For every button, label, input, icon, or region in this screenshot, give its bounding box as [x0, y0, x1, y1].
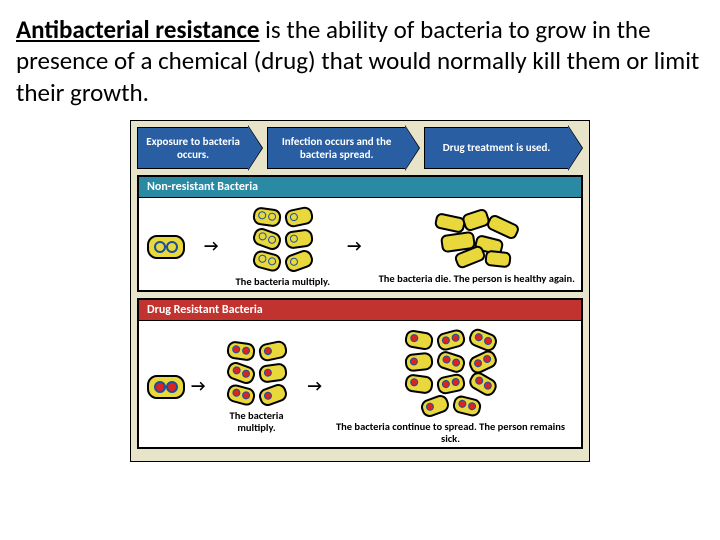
phase-arrow: Drug treatment is used. [424, 127, 569, 169]
panel-body: → The bacteria multiply. → The bacteria … [139, 198, 581, 290]
stage-caption: The bacteria continue to spread. The per… [326, 421, 575, 445]
bacterium-icon [224, 360, 256, 386]
panel: Non-resistant Bacteria → The bacteria mu… [137, 175, 583, 292]
phase-arrow-row: Exposure to bacteria occurs. Infection oc… [137, 127, 583, 169]
stage-single [145, 233, 187, 261]
definition-text: Antibacterial resistance is the ability … [16, 14, 704, 108]
stage-caption: The bacteria multiply. [209, 410, 303, 434]
definition-term: Antibacterial resistance [16, 14, 260, 45]
bacterium-icon [418, 393, 450, 419]
bacterium-icon [283, 248, 315, 274]
arrow-right-icon: → [347, 237, 361, 256]
bacterium-icon [404, 351, 434, 372]
panel-body: → The bacteria multiply. → The bacteria … [139, 321, 581, 447]
bacterium-icon [434, 349, 466, 375]
stage-caption: The bacteria die. The person is healthy … [379, 273, 575, 285]
arrow-right-icon: → [204, 237, 218, 256]
bacterium-icon [403, 329, 434, 352]
panel: Drug Resistant Bacteria → The bacteria m… [137, 298, 583, 449]
bacterium-icon [283, 205, 314, 228]
bacterium-icon [147, 375, 185, 399]
bacterium-icon [257, 339, 288, 362]
bacterium-icon [225, 382, 257, 407]
dead-bacteria-fragment [433, 212, 466, 234]
stage-multiply: The bacteria multiply. [209, 340, 303, 434]
bacterium-icon [225, 340, 255, 362]
resistance-figure: Exposure to bacteria occurs. Infection oc… [130, 120, 590, 462]
bacterium-icon [466, 326, 499, 353]
bacterium-icon [435, 372, 466, 395]
bacterium-icon [257, 362, 287, 384]
bacterium-icon [251, 248, 283, 273]
arrow-right-icon: → [191, 377, 205, 396]
bacterium-icon [435, 327, 467, 352]
stage-multiply: The bacteria multiply. [235, 206, 330, 288]
stage-single [145, 373, 187, 401]
stage-die: The bacteria die. The person is healthy … [379, 209, 575, 285]
dead-bacteria-fragment [484, 249, 512, 268]
stage-spread: The bacteria continue to spread. The per… [326, 329, 575, 445]
phase-arrow: Exposure to bacteria occurs. [137, 127, 249, 169]
dead-bacteria-fragment [461, 207, 491, 232]
bacterium-icon [466, 369, 499, 399]
figure-wrap: Exposure to bacteria occurs. Infection oc… [16, 120, 704, 462]
bacterium-icon [403, 373, 433, 395]
stage-caption: The bacteria multiply. [235, 276, 330, 288]
arrow-right-icon: → [308, 377, 322, 396]
phase-arrow: Infection occurs and the bacteria spread… [267, 127, 406, 169]
bacterium-icon [251, 226, 283, 252]
panel-title: Drug Resistant Bacteria [139, 300, 581, 321]
bacterium-icon [256, 382, 288, 408]
bacterium-icon [466, 348, 499, 376]
bacterium-icon [284, 228, 314, 250]
bacterium-icon [147, 235, 185, 259]
panel-title: Non-resistant Bacteria [139, 177, 581, 198]
bacterium-icon [252, 206, 282, 228]
bacterium-icon [451, 394, 483, 418]
